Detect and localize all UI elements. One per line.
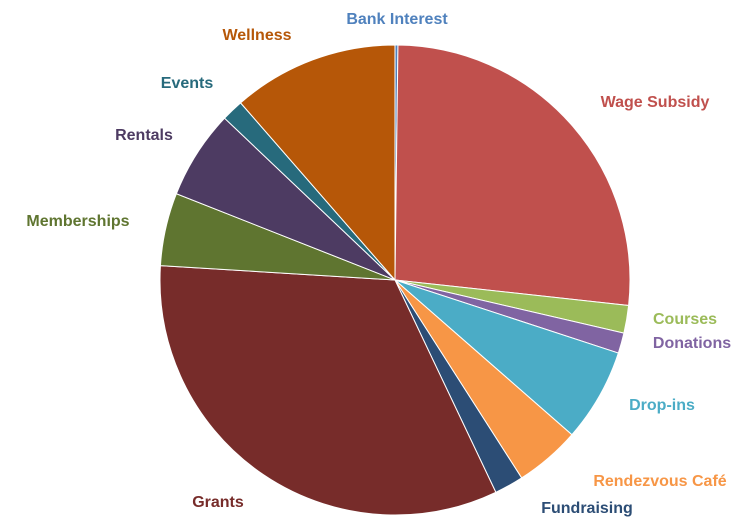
slice-label: Bank Interest [346, 11, 448, 28]
pie-slice [239, 44, 396, 282]
slice-label: Events [161, 75, 214, 92]
slice-label: Rendezvous Café [593, 473, 726, 490]
pie-slice [394, 44, 631, 306]
pie-slice [159, 265, 497, 516]
slice-label: Grants [192, 494, 244, 511]
slice-label: Donations [653, 335, 731, 352]
slice-label: Memberships [26, 213, 129, 230]
slice-label: Courses [653, 311, 717, 328]
slice-label: Wellness [222, 27, 291, 44]
slice-label: Drop-ins [629, 397, 695, 414]
slice-label: Fundraising [541, 500, 633, 517]
slice-label: Rentals [115, 127, 173, 144]
slice-label: Wage Subsidy [601, 94, 710, 111]
